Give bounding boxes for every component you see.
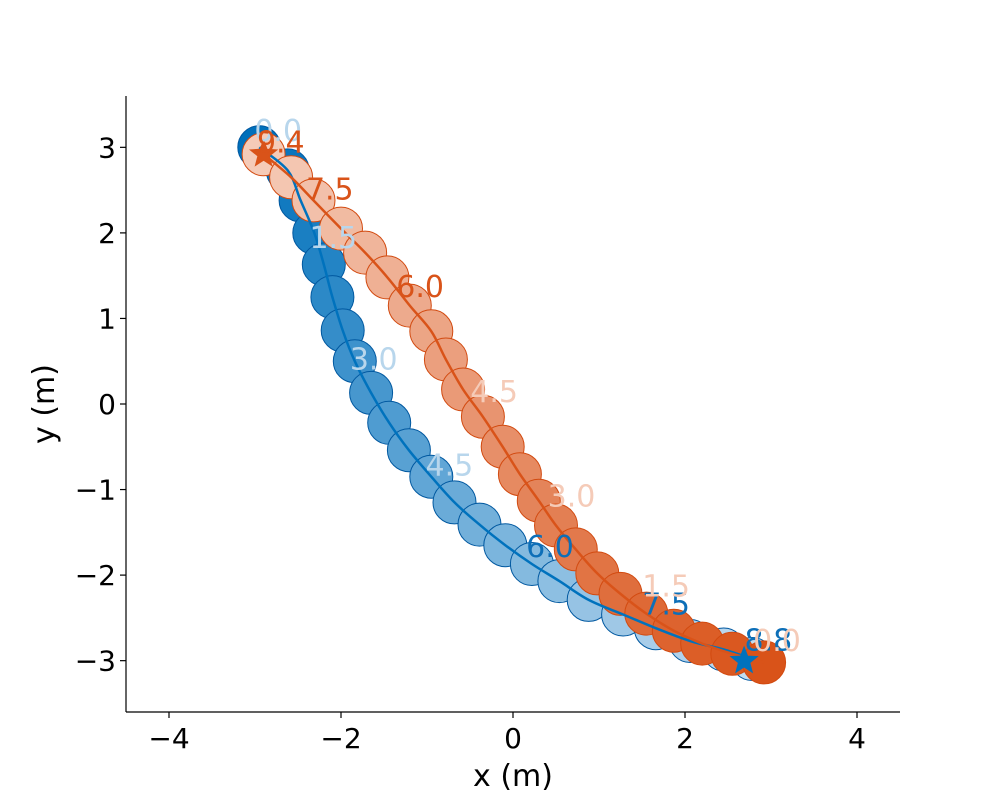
x-ticks: −4 −2 0 2 4 (148, 712, 866, 755)
time-label: 1.5 (642, 569, 690, 604)
y-tick-label: −3 (75, 645, 116, 678)
axes: −4 −2 0 2 4 −3 −2 −1 0 1 2 3 x (m) y (m) (27, 96, 900, 794)
time-label-layer: 0.01.53.04.56.07.58.89.47.56.04.53.01.50… (254, 114, 801, 659)
y-ticks: −3 −2 −1 0 1 2 3 (75, 131, 126, 678)
time-label: 3.0 (548, 480, 596, 515)
y-tick-label: 0 (98, 388, 116, 421)
end-star-marker (729, 645, 759, 674)
y-tick-label: 2 (98, 217, 116, 250)
x-tick-label: −2 (320, 722, 361, 755)
y-tick-label: 1 (98, 302, 116, 335)
series-1-line (262, 153, 765, 664)
time-label: 4.5 (426, 449, 474, 484)
y-tick-label: −2 (75, 559, 116, 592)
time-label: 4.5 (470, 375, 518, 410)
line-layer (258, 146, 765, 664)
time-label: 1.5 (309, 221, 357, 256)
start-star-marker (248, 138, 279, 167)
time-label: 8.8 (745, 623, 793, 658)
x-tick-label: −4 (148, 722, 189, 755)
time-label: 7.5 (306, 172, 354, 207)
time-label: 0.0 (753, 624, 801, 659)
time-label: 3.0 (350, 343, 398, 378)
x-axis-label: x (m) (473, 759, 553, 794)
y-axis-label: y (m) (27, 364, 62, 444)
time-label: 9.4 (257, 125, 305, 160)
time-label: 0.0 (254, 114, 302, 149)
x-tick-label: 0 (504, 722, 522, 755)
time-label: 7.5 (642, 587, 690, 622)
y-tick-label: −1 (75, 474, 116, 507)
time-label: 6.0 (396, 270, 444, 305)
time-label: 6.0 (526, 530, 574, 565)
y-tick-label: 3 (98, 131, 116, 164)
x-tick-label: 2 (676, 722, 694, 755)
star-layer (248, 138, 759, 674)
x-tick-label: 4 (848, 722, 866, 755)
series-0-line (258, 146, 753, 661)
